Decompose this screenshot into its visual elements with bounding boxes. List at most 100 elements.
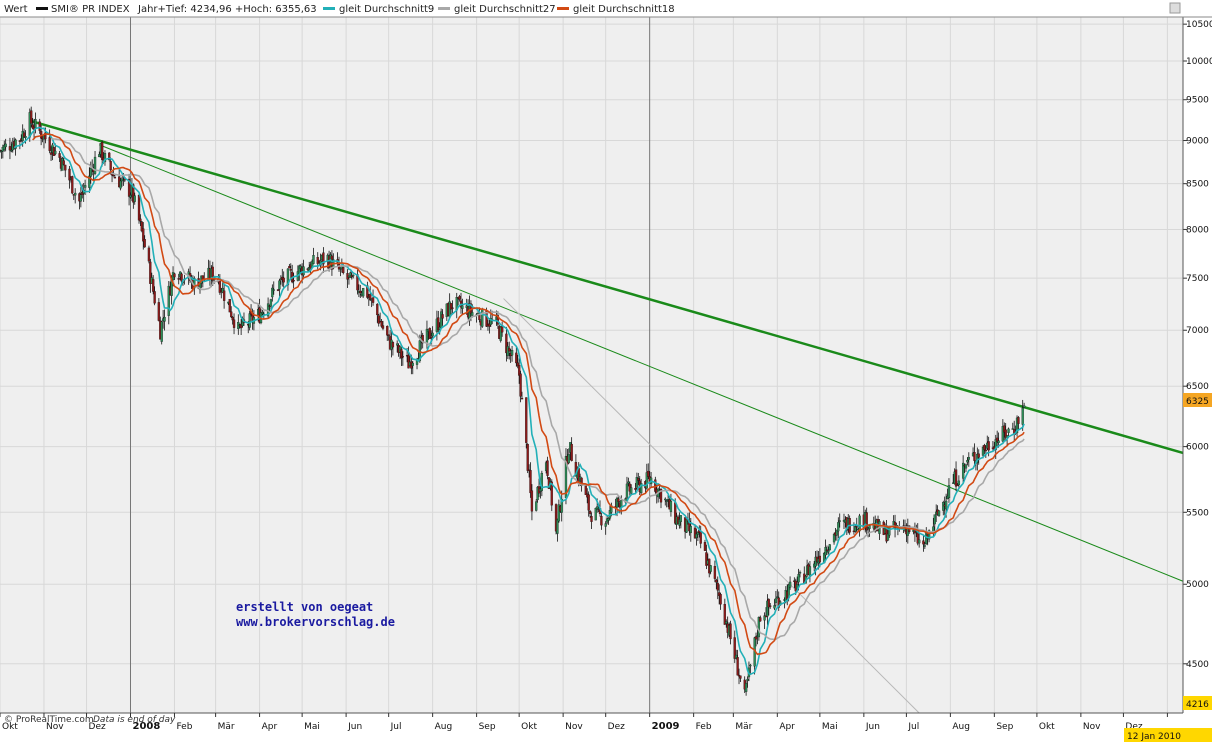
candle-body: [769, 605, 772, 607]
candle-body: [630, 487, 633, 494]
candle-body: [736, 657, 739, 676]
legend-swatch-ma18: [557, 7, 569, 10]
candle-body: [342, 267, 345, 274]
candle-body: [500, 326, 504, 333]
candle-body: [140, 221, 143, 232]
candle-body: [923, 545, 926, 547]
candle-body: [617, 498, 620, 502]
moving-average-18: [32, 133, 1025, 656]
candle-body: [152, 279, 155, 292]
candle-body: [639, 483, 643, 494]
candle-body: [868, 525, 871, 529]
candle-body: [695, 533, 698, 538]
candle-body: [271, 287, 274, 298]
candle-body: [888, 526, 891, 536]
candle-body: [535, 501, 538, 511]
candle-body: [391, 342, 395, 348]
candle-body: [854, 526, 857, 532]
price-tick-label: 9500: [1186, 96, 1209, 106]
candle-body: [713, 566, 717, 579]
candle-body: [757, 617, 761, 638]
candle-body: [855, 526, 858, 528]
candle-body: [546, 460, 549, 476]
candle-body: [518, 365, 521, 376]
last-price-label: 6325: [1186, 397, 1209, 407]
candle-body: [488, 323, 491, 327]
candle-body: [282, 277, 285, 283]
time-tick-label: Apr: [262, 722, 278, 732]
candle-body: [957, 480, 961, 486]
candle-body: [359, 290, 362, 294]
candle-body: [984, 449, 987, 452]
candle-body: [1004, 429, 1007, 438]
candle-body: [625, 483, 629, 498]
candle-body: [22, 132, 26, 138]
candle-body: [983, 444, 986, 450]
candle-body: [508, 347, 511, 352]
time-tick-label: Dez: [89, 722, 106, 732]
candle-body: [961, 462, 965, 479]
candle-body: [230, 311, 233, 318]
candle-body: [54, 150, 57, 155]
candle-body: [530, 490, 534, 512]
candle-body: [38, 121, 41, 131]
price-tick-label: 4500: [1186, 660, 1209, 670]
candle-body: [556, 519, 559, 534]
candle-body: [505, 333, 508, 354]
candle-body: [489, 317, 492, 325]
candle-body: [647, 470, 650, 477]
candle-body: [737, 674, 741, 677]
grid-lines: [0, 17, 1183, 713]
candle-body: [381, 325, 385, 329]
candle-body: [997, 440, 1000, 443]
candle-body: [766, 600, 769, 617]
legend-toggle-button[interactable]: [1169, 2, 1181, 14]
candle-body: [828, 544, 831, 551]
legend-wert-label: Wert: [4, 4, 28, 15]
candle-body: [664, 498, 667, 501]
legend-instrument-swatch: [36, 7, 48, 10]
candle-body: [947, 485, 951, 499]
candle-body: [744, 682, 748, 692]
candle-body: [764, 615, 768, 618]
time-tick-label: Aug: [952, 722, 970, 732]
candle-body: [8, 146, 12, 151]
candle-body: [112, 174, 115, 177]
candle-body: [269, 299, 273, 307]
candle-body: [520, 397, 524, 400]
candle-body: [1007, 428, 1010, 433]
candle-body: [550, 481, 553, 506]
candle-body: [746, 678, 749, 681]
candle-body: [396, 343, 399, 346]
time-tick-label: Mai: [304, 722, 320, 732]
candle-body: [113, 176, 117, 179]
candle-body: [554, 504, 558, 532]
candle-body: [966, 460, 969, 463]
time-tick-label: Mai: [822, 722, 838, 732]
time-tick-label: Dez: [608, 722, 625, 732]
candle-body: [289, 269, 292, 271]
candle-body: [272, 289, 275, 291]
candle-body: [1001, 426, 1005, 442]
candle-body: [278, 280, 281, 290]
candle-body: [723, 603, 726, 625]
watermark-author: erstellt von oegeat: [236, 600, 373, 614]
candle-body: [516, 362, 519, 367]
candle-body: [600, 516, 603, 526]
candle-body: [526, 444, 529, 471]
candle-body: [922, 540, 925, 545]
candle-body: [759, 617, 762, 622]
candle-body: [461, 305, 464, 309]
candle-body: [496, 315, 500, 325]
candle-body: [83, 185, 87, 188]
candle-body: [119, 180, 122, 189]
legend-swatch-ma27: [438, 7, 450, 10]
footer-note: Data is end of day: [93, 715, 176, 725]
candle-body: [137, 195, 141, 221]
candle-body: [449, 303, 453, 310]
candle-body: [248, 313, 251, 328]
candle-body: [927, 530, 931, 540]
candle-body: [458, 296, 461, 300]
candle-body: [222, 290, 226, 301]
candle-body: [439, 311, 443, 328]
